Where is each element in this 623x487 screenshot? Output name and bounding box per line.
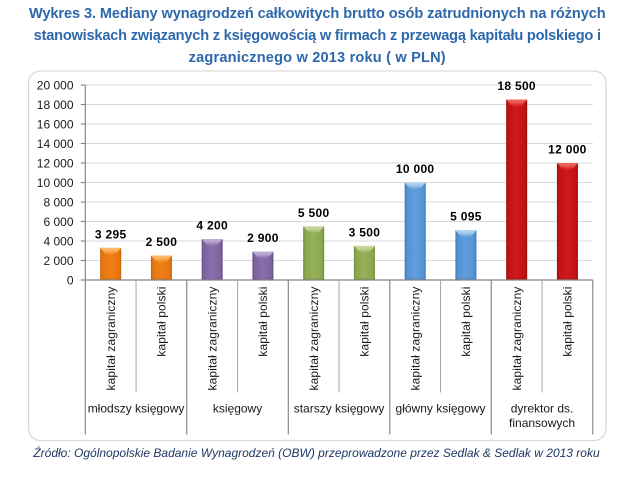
svg-text:3 500: 3 500 [349, 225, 381, 239]
svg-text:2 500: 2 500 [146, 235, 178, 249]
svg-text:kapitał zagraniczny: kapitał zagraniczny [104, 287, 118, 391]
svg-text:dyrektor ds.: dyrektor ds. [511, 402, 574, 416]
svg-text:młodszy księgowy: młodszy księgowy [88, 402, 185, 416]
svg-text:5 500: 5 500 [298, 206, 330, 220]
svg-text:kapitał zagraniczny: kapitał zagraniczny [205, 287, 219, 391]
svg-text:2 900: 2 900 [247, 231, 279, 245]
svg-text:zagranicznego w 2013 roku ( w: zagranicznego w 2013 roku ( w PLN) [189, 50, 446, 66]
svg-text:18 500: 18 500 [497, 79, 536, 93]
svg-text:kapitał zagraniczny: kapitał zagraniczny [510, 287, 524, 391]
svg-text:kapitał polski: kapitał polski [358, 287, 372, 357]
svg-text:główny księgowy: główny księgowy [396, 402, 486, 416]
svg-text:20 000: 20 000 [37, 79, 74, 93]
svg-text:kapitał zagraniczny: kapitał zagraniczny [307, 287, 321, 391]
svg-text:12 000: 12 000 [548, 142, 587, 156]
svg-text:16 000: 16 000 [37, 118, 74, 132]
svg-text:finansowych: finansowych [509, 416, 575, 430]
svg-text:kapitał zagraniczny: kapitał zagraniczny [408, 287, 422, 391]
svg-text:18 000: 18 000 [37, 98, 74, 112]
svg-text:10 000: 10 000 [37, 176, 74, 190]
svg-text:4 000: 4 000 [43, 235, 73, 249]
svg-text:12 000: 12 000 [37, 157, 74, 171]
svg-text:8 000: 8 000 [43, 196, 73, 210]
svg-text:kapitał polski: kapitał polski [155, 287, 169, 357]
svg-text:4 200: 4 200 [196, 218, 228, 232]
svg-text:2 000: 2 000 [43, 254, 73, 268]
svg-text:10 000: 10 000 [396, 162, 435, 176]
svg-text:kapitał polski: kapitał polski [256, 287, 270, 357]
svg-text:Źródło: Ogólnopolskie Badanie: Źródło: Ogólnopolskie Badanie Wynagrodze… [32, 445, 600, 460]
svg-text:14 000: 14 000 [37, 137, 74, 151]
svg-text:kapitał polski: kapitał polski [459, 287, 473, 357]
svg-text:6 000: 6 000 [43, 215, 73, 229]
svg-text:Wykres 3. Mediany wynagrodzeń: Wykres 3. Mediany wynagrodzeń całkowityc… [29, 6, 606, 22]
svg-text:3 295: 3 295 [95, 227, 127, 241]
svg-text:księgowy: księgowy [213, 402, 262, 416]
svg-text:stanowiskach związanych z księ: stanowiskach związanych z księgowością w… [34, 28, 601, 44]
svg-text:kapitał polski: kapitał polski [561, 287, 575, 357]
svg-text:5 095: 5 095 [450, 210, 482, 224]
svg-text:starszy księgowy: starszy księgowy [294, 402, 385, 416]
svg-text:0: 0 [67, 274, 74, 288]
